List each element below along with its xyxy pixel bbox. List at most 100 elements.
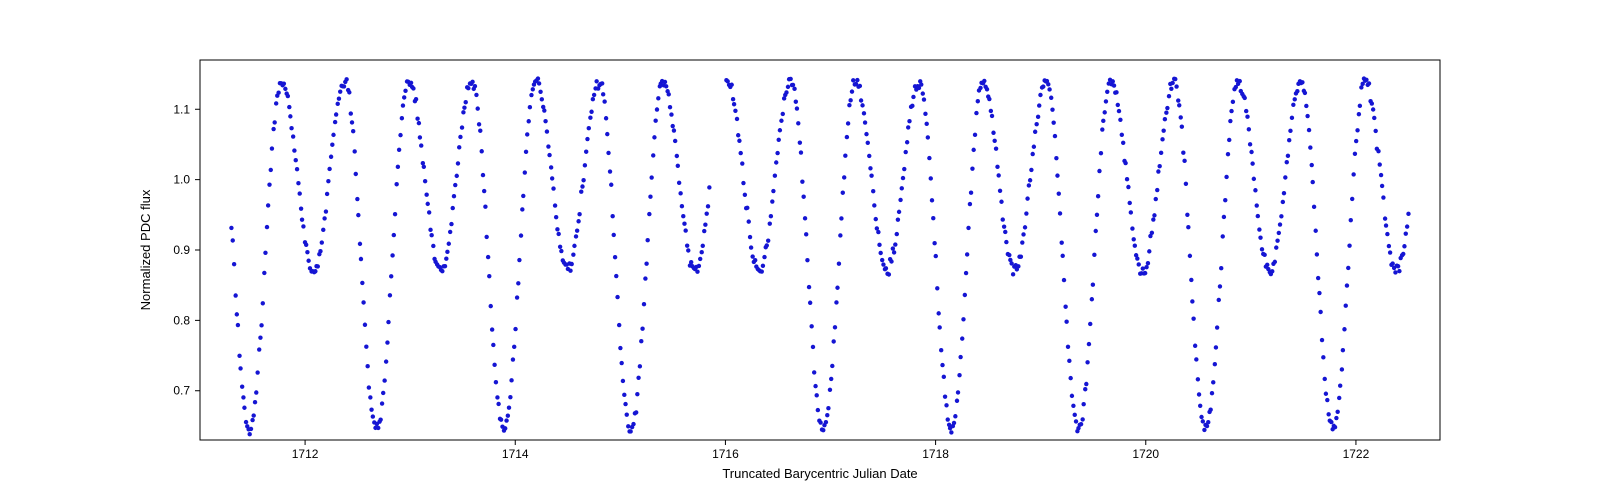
data-point: [558, 245, 562, 249]
data-point: [330, 143, 334, 147]
data-point: [521, 194, 525, 198]
data-point: [613, 255, 617, 259]
data-point: [1053, 134, 1057, 138]
data-point: [1144, 265, 1148, 269]
data-point: [575, 228, 579, 232]
data-point: [1281, 200, 1285, 204]
chart-svg: 1712171417161718172017220.70.80.91.01.1T…: [0, 0, 1600, 500]
data-point: [911, 95, 915, 99]
data-point: [581, 178, 585, 182]
data-point: [653, 119, 657, 123]
data-point: [1177, 103, 1181, 107]
data-point: [860, 103, 864, 107]
data-point: [634, 410, 638, 414]
data-point: [364, 344, 368, 348]
data-point: [305, 250, 309, 254]
data-point: [1161, 128, 1165, 132]
data-point: [1064, 320, 1068, 324]
data-point: [1137, 262, 1141, 266]
data-point: [1130, 226, 1134, 230]
data-point: [1180, 124, 1184, 128]
y-tick-label: 1.0: [173, 173, 190, 187]
data-point: [1096, 194, 1100, 198]
data-point: [606, 151, 610, 155]
data-point: [992, 139, 996, 143]
data-point: [643, 276, 647, 280]
data-point: [1073, 413, 1077, 417]
data-point: [1154, 197, 1158, 201]
lightcurve-chart: 1712171417161718172017220.70.80.91.01.1T…: [0, 0, 1600, 500]
data-point: [998, 189, 1002, 193]
data-point: [231, 238, 235, 242]
data-point: [1221, 234, 1225, 238]
data-point: [799, 150, 803, 154]
data-point: [871, 189, 875, 193]
data-point: [515, 295, 519, 299]
data-point: [292, 148, 296, 152]
data-point: [554, 215, 558, 219]
data-point: [402, 95, 406, 99]
data-point: [905, 140, 909, 144]
data-point: [1037, 103, 1041, 107]
data-point: [635, 392, 639, 396]
data-point: [804, 232, 808, 236]
data-point: [663, 80, 667, 84]
data-point: [384, 359, 388, 363]
data-point: [1049, 96, 1053, 100]
data-point: [1308, 145, 1312, 149]
data-point: [389, 274, 393, 278]
data-point: [429, 233, 433, 237]
data-point: [1354, 139, 1358, 143]
data-point: [571, 252, 575, 256]
data-point: [1300, 80, 1304, 84]
data-point: [294, 158, 298, 162]
data-point: [270, 146, 274, 150]
data-point: [1074, 419, 1078, 423]
data-point: [795, 106, 799, 110]
data-point: [1383, 216, 1387, 220]
data-point: [460, 125, 464, 129]
data-point: [396, 165, 400, 169]
data-point: [444, 256, 448, 260]
data-point: [876, 230, 880, 234]
data-point: [858, 84, 862, 88]
data-point: [966, 226, 970, 230]
data-point: [901, 176, 905, 180]
data-point: [381, 391, 385, 395]
data-point: [376, 426, 380, 430]
data-point: [507, 406, 511, 410]
data-point: [415, 117, 419, 121]
data-point: [656, 96, 660, 100]
data-point: [1384, 223, 1388, 227]
data-point: [833, 325, 837, 329]
data-point: [388, 293, 392, 297]
data-point: [338, 89, 342, 93]
data-point: [1295, 89, 1299, 93]
data-point: [741, 181, 745, 185]
data-point: [1248, 142, 1252, 146]
data-point: [1038, 93, 1042, 97]
data-point: [969, 191, 973, 195]
data-point: [320, 240, 324, 244]
data-point: [583, 163, 587, 167]
data-point: [884, 266, 888, 270]
data-point: [671, 124, 675, 128]
data-point: [445, 250, 449, 254]
data-point: [878, 251, 882, 255]
data-point: [667, 92, 671, 96]
data-point: [605, 132, 609, 136]
data-point: [1041, 84, 1045, 88]
data-point: [456, 161, 460, 165]
data-point: [925, 122, 929, 126]
data-point: [331, 133, 335, 137]
data-point: [594, 79, 598, 83]
data-point: [898, 198, 902, 202]
data-point: [961, 317, 965, 321]
data-point: [781, 112, 785, 116]
data-point: [1346, 266, 1350, 270]
data-point: [316, 264, 320, 268]
data-point: [1387, 244, 1391, 248]
data-point: [1024, 211, 1028, 215]
data-point: [1165, 106, 1169, 110]
data-point: [846, 121, 850, 125]
